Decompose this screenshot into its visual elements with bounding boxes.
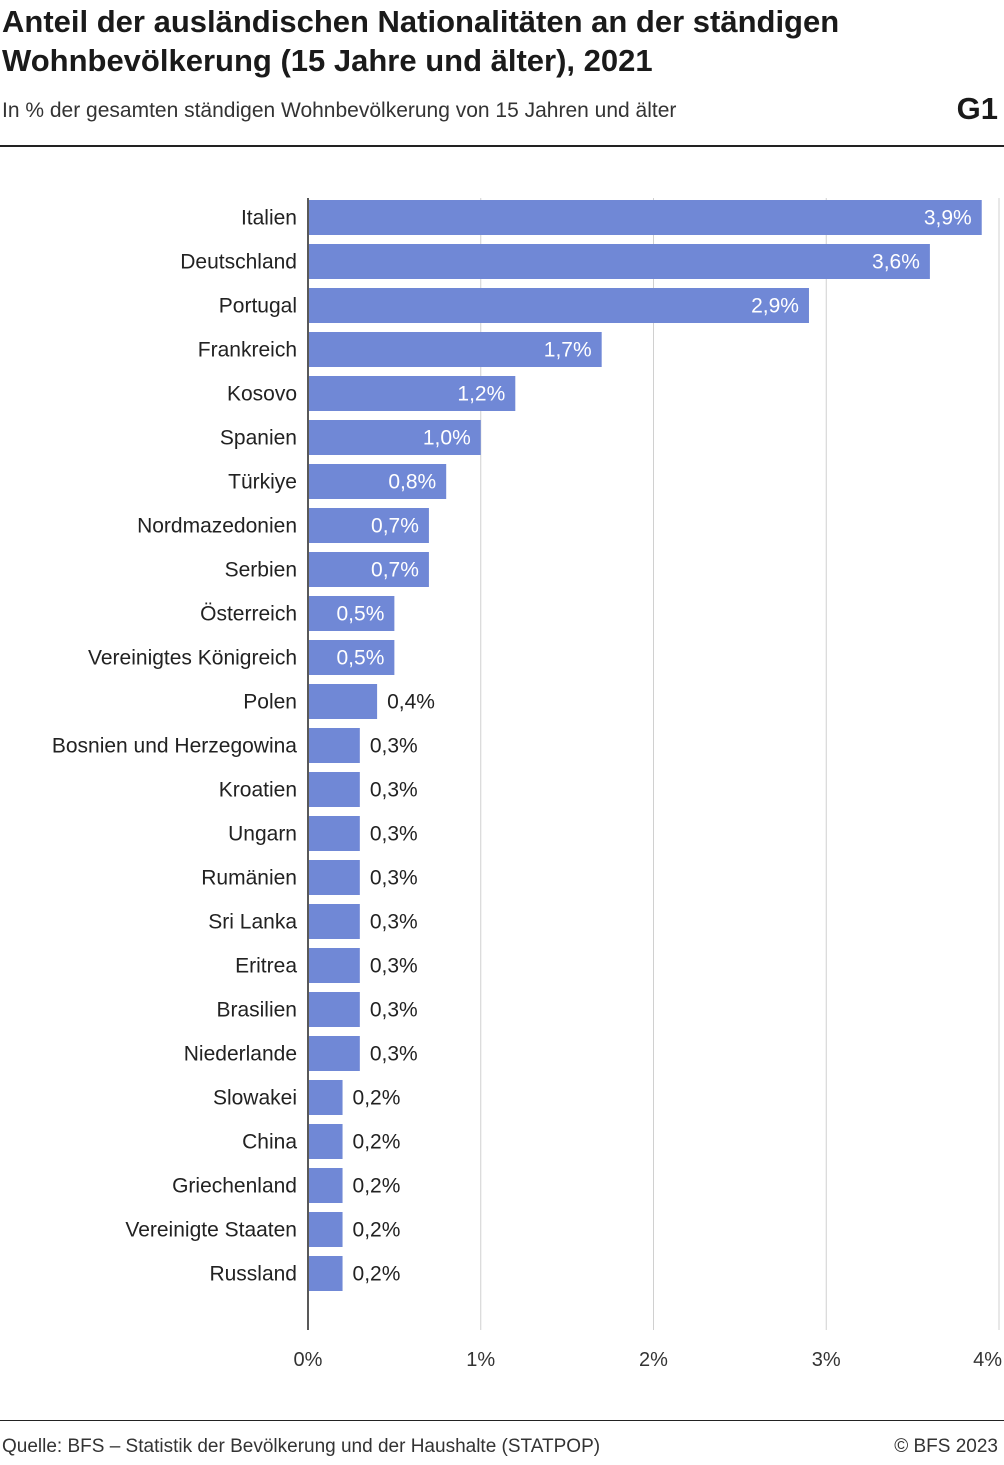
category-label: Sri Lanka [208, 911, 297, 934]
graphic-id: G1 [956, 91, 998, 126]
value-label: 0,2% [353, 1219, 401, 1242]
bar [309, 728, 360, 763]
value-label: 0,3% [370, 867, 418, 890]
value-label: 0,8% [388, 471, 436, 494]
value-label: 0,2% [353, 1131, 401, 1154]
value-label: 1,2% [457, 383, 505, 406]
bar [309, 244, 930, 279]
category-label: Frankreich [198, 339, 297, 362]
value-label: 0,3% [370, 955, 418, 978]
value-label: 0,3% [370, 735, 418, 758]
value-label: 0,7% [371, 559, 419, 582]
value-label: 1,0% [423, 427, 471, 450]
bar [309, 464, 447, 499]
footer-divider [0, 1420, 1004, 1421]
value-label: 0,5% [337, 647, 385, 670]
bar-chart: Italien Deutschland Portugal Frankreich Koso… [52, 198, 1003, 1371]
category-label: Österreich [200, 603, 297, 626]
bar [309, 640, 395, 675]
value-label: 0,2% [353, 1175, 401, 1198]
bar [309, 1168, 343, 1203]
bar [309, 904, 360, 939]
category-label: Niederlande [184, 1043, 297, 1066]
bar [309, 376, 516, 411]
bar [309, 420, 481, 455]
header-divider [0, 145, 1004, 147]
bar [309, 332, 602, 367]
value-label: 0,3% [370, 911, 418, 934]
category-label: Spanien [220, 427, 297, 450]
bar [309, 816, 360, 851]
bar [309, 552, 429, 587]
value-labels: 3,9%3,6% 2,9% 1,7% 1,2% 1,0% 0,8% 0,7% 0,7% 0,5%… [337, 207, 972, 1286]
bar [309, 1212, 343, 1247]
category-label: Russland [209, 1263, 297, 1286]
value-label: 3,9% [924, 207, 972, 230]
x-tick-label: 4% [973, 1349, 1002, 1371]
category-labels: Italien Deutschland Portugal Frankreich Koso… [52, 207, 297, 1286]
value-label: 0,7% [371, 515, 419, 538]
category-label: Slowakei [213, 1087, 297, 1110]
bar [309, 1080, 343, 1115]
chart-subtitle: In % der gesamten ständigen Wohnbevölker… [2, 99, 677, 122]
category-label: Deutschland [180, 251, 297, 274]
bar [309, 772, 360, 807]
category-label: Ungarn [228, 823, 297, 846]
bar [309, 1256, 343, 1291]
chart-title: Anteil der ausländischen Nationalitäten … [2, 4, 840, 78]
category-label: Italien [241, 207, 297, 230]
value-label: 2,9% [751, 295, 799, 318]
x-tick-label: 1% [466, 1349, 495, 1371]
category-label: Kroatien [219, 779, 297, 802]
value-label: 0,3% [370, 823, 418, 846]
bar [309, 992, 360, 1027]
value-label: 0,3% [370, 779, 418, 802]
bar [309, 684, 378, 719]
category-label: China [242, 1131, 297, 1154]
x-tick-label: 3% [812, 1349, 841, 1371]
bar [309, 596, 395, 631]
bar [309, 860, 360, 895]
value-label: 0,3% [370, 1043, 418, 1066]
value-label: 0,2% [353, 1087, 401, 1110]
bars [309, 200, 982, 1291]
value-label: 0,4% [387, 691, 435, 714]
category-label: Eritrea [235, 955, 297, 978]
category-label: Bosnien und Herzegowina [52, 735, 297, 758]
category-label: Kosovo [227, 383, 297, 406]
x-tick-label: 2% [639, 1349, 668, 1371]
source-note: Quelle: BFS – Statistik der Bevölkerung … [2, 1436, 601, 1457]
bar [309, 508, 429, 543]
category-label: Polen [243, 691, 297, 714]
bar [309, 1036, 360, 1071]
value-label: 3,6% [872, 251, 920, 274]
category-label: Vereinigtes Königreich [88, 647, 297, 670]
bar [309, 948, 360, 983]
category-label: Rumänien [201, 867, 297, 890]
category-label: Vereinigte Staaten [125, 1219, 297, 1242]
category-label: Portugal [219, 295, 297, 318]
x-axis-ticks: 0% 1% 2% 3% 4% [294, 1349, 1003, 1371]
bar [309, 288, 809, 323]
value-label: 0,2% [353, 1263, 401, 1286]
bar [309, 1124, 343, 1159]
category-label: Türkiye [228, 471, 297, 494]
copyright-note: © BFS 2023 [894, 1436, 998, 1457]
category-label: Nordmazedonien [137, 515, 297, 538]
value-label: 0,3% [370, 999, 418, 1022]
category-label: Griechenland [172, 1175, 297, 1198]
value-label: 1,7% [544, 339, 592, 362]
category-label: Brasilien [216, 999, 297, 1022]
gridlines [307, 198, 1000, 1330]
category-label: Serbien [225, 559, 297, 582]
value-label: 0,5% [337, 603, 385, 626]
x-tick-label: 0% [294, 1349, 323, 1371]
bar [309, 200, 982, 235]
